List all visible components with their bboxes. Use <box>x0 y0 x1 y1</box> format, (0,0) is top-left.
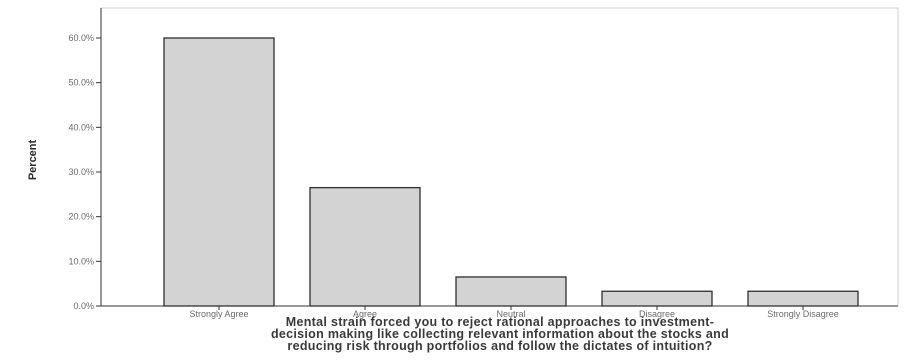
y-tick-label: 50.0% <box>68 78 94 88</box>
y-tick-label: 20.0% <box>68 212 94 222</box>
x-axis-title-line-3: reducing risk through portfolios and fol… <box>287 339 713 353</box>
bar <box>747 290 859 307</box>
x-tick-label: Agree <box>353 309 377 319</box>
x-tick-label: Strongly Agree <box>189 309 248 319</box>
x-tick-label: Disagree <box>639 309 675 319</box>
y-tick-label: 30.0% <box>68 167 94 177</box>
x-axis-title: Mental strain forced you to reject ratio… <box>100 315 900 353</box>
bar <box>309 186 421 307</box>
y-axis: 0.0% 10.0% 20.0% 30.0% 40.0% 50.0% 60.0% <box>68 8 102 311</box>
bars <box>163 37 859 307</box>
y-tick-label: 10.0% <box>68 256 94 266</box>
x-axis-title-line-2: decision making like collecting relevant… <box>270 327 730 341</box>
x-tick-label: Neutral <box>496 309 525 319</box>
bar <box>455 276 567 307</box>
y-tick-label: 60.0% <box>68 33 94 43</box>
bar <box>601 290 713 307</box>
x-axis: Strongly Agree Agree Neutral Disagree Strong… <box>101 305 898 319</box>
x-tick-label: Strongly Disagree <box>767 309 839 319</box>
y-tick-label: 40.0% <box>68 122 94 132</box>
y-axis-title: Percent <box>27 139 39 180</box>
bar <box>163 37 275 307</box>
y-tick-label: 0.0% <box>73 301 94 311</box>
x-axis-title-line-1: Mental strain forced you to reject ratio… <box>285 315 715 329</box>
